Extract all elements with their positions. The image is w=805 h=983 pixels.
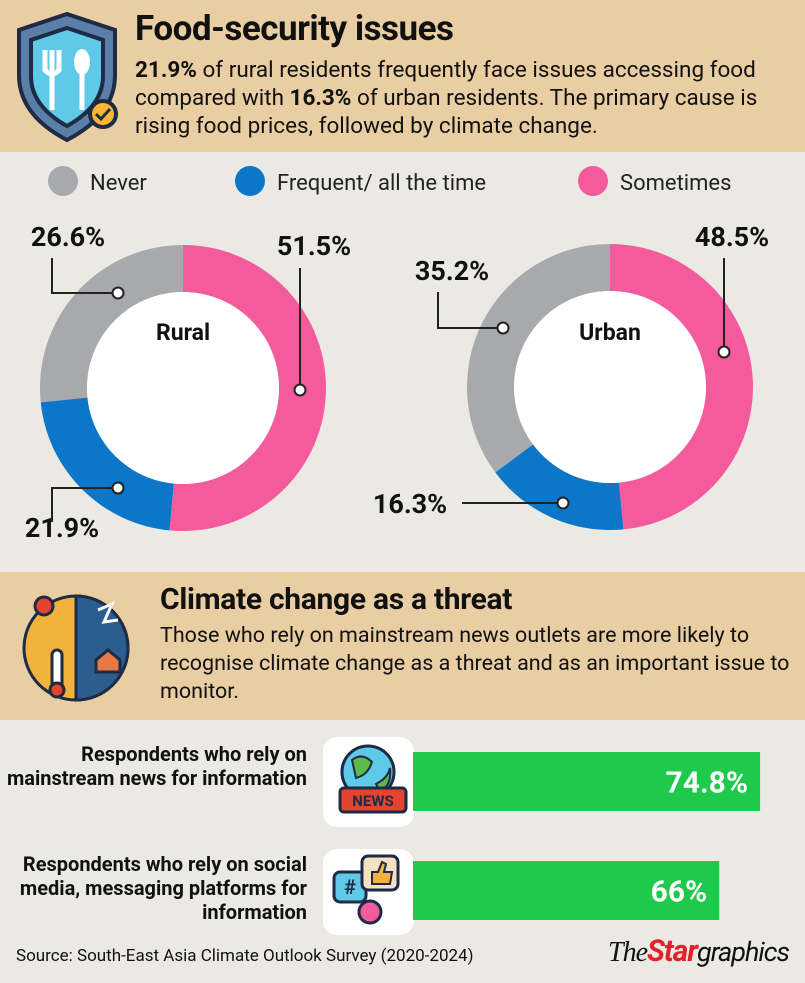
summary-part: of rural residents frequently face issue… bbox=[135, 57, 756, 111]
bar-value-label: 66% bbox=[651, 875, 708, 910]
donut-segment bbox=[495, 444, 624, 530]
donut-segment bbox=[610, 244, 753, 530]
legend-swatch bbox=[235, 166, 265, 196]
value-label: 16.3% bbox=[373, 488, 447, 520]
bar bbox=[413, 861, 720, 920]
value-label: 48.5% bbox=[695, 221, 769, 253]
shield-icon bbox=[17, 11, 118, 143]
donut-hole bbox=[514, 291, 706, 483]
section-text: Those who rely on mainstream news outlet… bbox=[160, 623, 790, 704]
bar-category: Respondents who rely on social media, me… bbox=[19, 852, 307, 924]
leader-dot bbox=[496, 321, 510, 335]
legend-label: Frequent/ all the time bbox=[277, 171, 486, 196]
bar-category: Respondents who rely on mainstream news … bbox=[6, 742, 307, 790]
social-icon: # bbox=[323, 849, 414, 935]
legend-swatch bbox=[578, 166, 608, 196]
source: Source: South-East Asia Climate Outlook … bbox=[16, 946, 474, 966]
summary-part: 21.9% bbox=[135, 57, 197, 83]
news-icon-text: NEWS bbox=[352, 792, 393, 810]
leader-dot bbox=[111, 481, 125, 495]
logo-the: The bbox=[608, 937, 648, 968]
donut-segment bbox=[467, 244, 610, 473]
leader-dot bbox=[717, 345, 731, 359]
logo: TheStargraphics bbox=[608, 934, 790, 969]
summary-part: of urban residents. The primary cause is… bbox=[135, 85, 758, 139]
donut-segment bbox=[169, 245, 326, 531]
value-label: 21.9% bbox=[25, 512, 99, 544]
bar bbox=[413, 752, 761, 811]
title: Food-security issues bbox=[135, 8, 454, 49]
leader-dot bbox=[293, 383, 307, 397]
leader-dot bbox=[556, 496, 570, 510]
section-title: Climate change as a threat bbox=[160, 582, 513, 617]
climate-icon bbox=[22, 594, 130, 702]
value-label: 35.2% bbox=[415, 255, 489, 287]
donut-hole bbox=[87, 292, 279, 484]
hash: # bbox=[344, 875, 356, 899]
logo-graphics: graphics bbox=[696, 936, 790, 968]
value-label: 26.6% bbox=[31, 221, 105, 253]
leader-dot bbox=[111, 286, 125, 300]
donut-title: Rural bbox=[156, 319, 210, 346]
value-label: 51.5% bbox=[277, 230, 351, 262]
summary-part: 16.3% bbox=[289, 85, 352, 111]
bar-value-label: 74.8% bbox=[666, 766, 749, 801]
news-icon: NEWS bbox=[323, 737, 414, 827]
logo-star: Star bbox=[647, 934, 698, 969]
leader-line bbox=[51, 258, 118, 294]
donut-title: Urban bbox=[579, 319, 641, 346]
leader-line bbox=[51, 487, 118, 522]
section-band bbox=[0, 572, 805, 720]
legend-swatch bbox=[48, 166, 78, 196]
legend-label: Never bbox=[90, 171, 147, 196]
legend-label: Sometimes bbox=[620, 171, 731, 196]
leader-line bbox=[437, 292, 503, 329]
header-band bbox=[0, 0, 805, 152]
donut-segment bbox=[40, 397, 174, 531]
summary: 21.9% of rural residents frequently face… bbox=[135, 56, 795, 140]
donut-segment bbox=[39, 245, 183, 403]
